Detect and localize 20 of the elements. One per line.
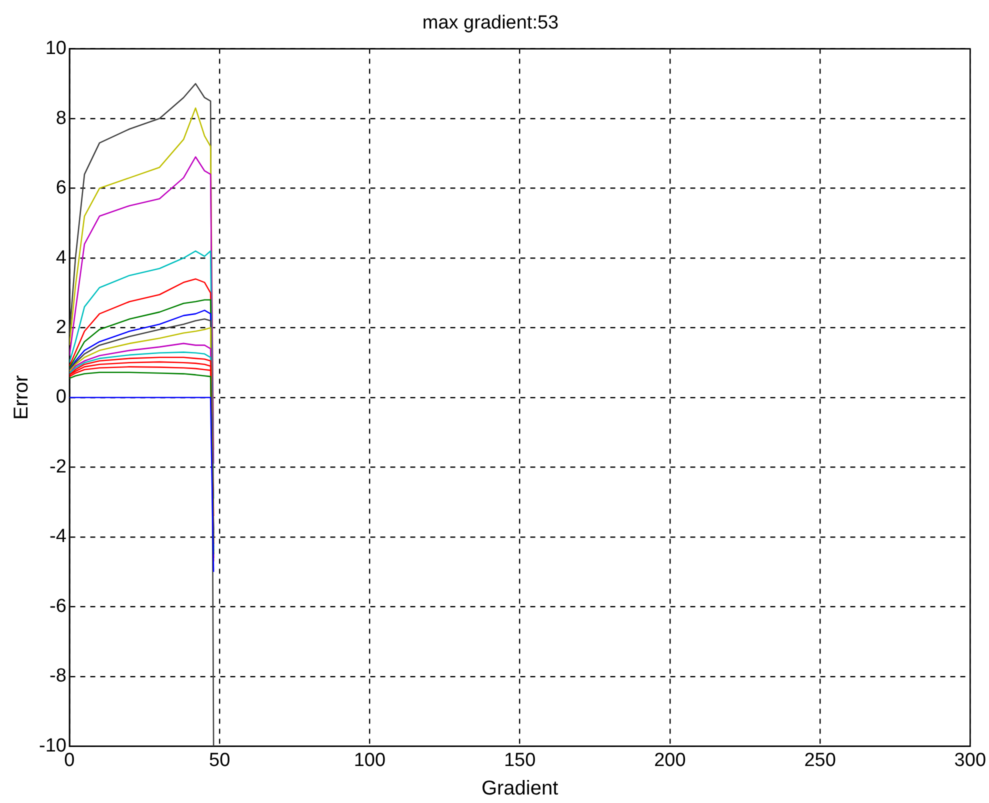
x-tick-label: 150: [504, 750, 536, 771]
x-tick-label: 250: [804, 750, 836, 771]
x-axis-title: Gradient: [481, 778, 559, 800]
y-tick-label: -2: [50, 456, 66, 478]
x-tick-label: 100: [354, 750, 386, 771]
y-axis-title: Error: [10, 374, 33, 420]
y-tick-label: -6: [50, 596, 66, 617]
x-tick-label: 200: [654, 750, 686, 771]
y-tick-label: -8: [50, 666, 66, 687]
y-tick-label: -4: [50, 526, 67, 548]
y-tick-label: 8: [56, 108, 66, 129]
y-tick-label: 4: [56, 247, 67, 268]
y-tick-label: 6: [56, 178, 66, 199]
y-tick-label: -10: [38, 735, 66, 756]
x-tick-label: 50: [209, 750, 230, 771]
chart-title: max gradient:53: [422, 12, 559, 34]
y-tick-label: 2: [56, 316, 66, 338]
y-tick-label: 10: [45, 38, 66, 60]
x-tick-label: 300: [954, 750, 986, 771]
y-tick-label: 0: [56, 386, 66, 408]
